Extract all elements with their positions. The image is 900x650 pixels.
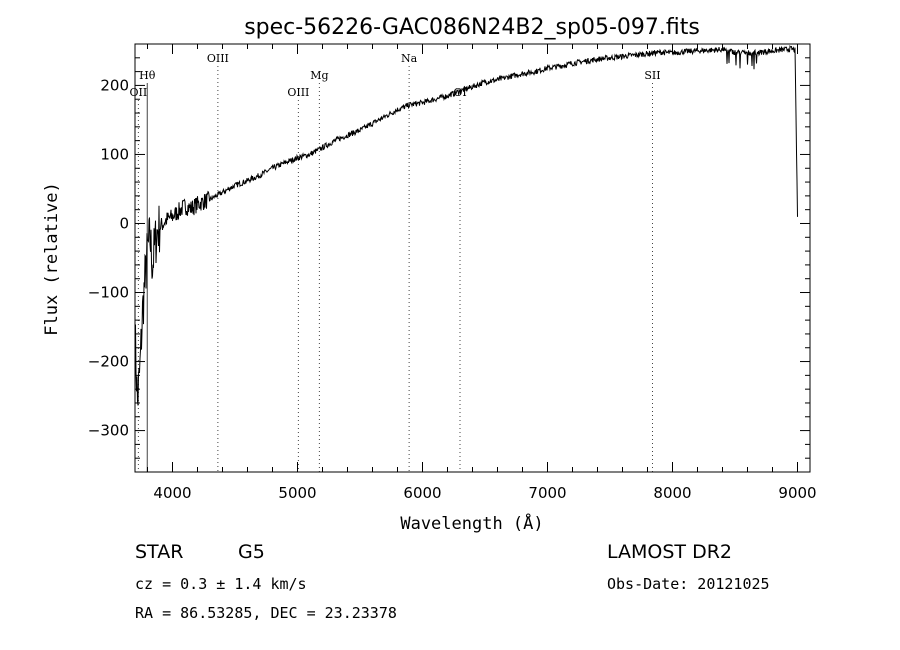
plot-frame bbox=[134, 43, 811, 473]
x-tick-label: 4000 bbox=[153, 484, 191, 502]
x-tick-label: 5000 bbox=[278, 484, 316, 502]
obs-date: Obs-Date: 20121025 bbox=[607, 575, 770, 593]
x-tick-label: 8000 bbox=[653, 484, 691, 502]
x-tick-label: 9000 bbox=[778, 484, 816, 502]
spectral-line-label: Hθ bbox=[139, 69, 156, 82]
spectral-line-label: Mg bbox=[310, 69, 328, 82]
spectral-line-label: OIII bbox=[207, 52, 229, 65]
spectrum-series-line bbox=[134, 44, 798, 406]
x-tick-label: 6000 bbox=[403, 484, 441, 502]
ra-dec-text: RA = 86.53285, DEC = 23.23378 bbox=[135, 604, 397, 622]
redshift-text: cz = 0.3 ± 1.4 km/s bbox=[135, 575, 307, 593]
chart-title: spec-56226-GAC086N24B2_sp05-097.fits bbox=[244, 15, 700, 40]
y-tick-label: 0 bbox=[119, 214, 129, 232]
y-axis-label: Flux (relative) bbox=[42, 182, 62, 336]
axis-ticks: 4000 5000 6000 7000 8000 9000 −300 −200 −100 0 100… bbox=[88, 44, 817, 502]
y-tick-label: 200 bbox=[100, 76, 129, 94]
spectral-line-label: OIII bbox=[287, 86, 309, 99]
spectral-line-label: Na bbox=[401, 52, 418, 65]
object-subclass: G5 bbox=[238, 541, 265, 563]
spectral-line-label: SII bbox=[644, 69, 660, 82]
y-tick-label: −300 bbox=[88, 422, 129, 440]
survey-label: LAMOST DR2 bbox=[607, 541, 732, 563]
y-tick-label: −200 bbox=[88, 353, 129, 371]
y-tick-label: 100 bbox=[100, 145, 129, 163]
object-type: STAR bbox=[135, 541, 184, 563]
y-tick-label: −100 bbox=[88, 284, 129, 302]
spectral-line-label: OII bbox=[130, 86, 148, 99]
x-tick-label: 7000 bbox=[528, 484, 566, 502]
x-axis-label: Wavelength (Å) bbox=[400, 512, 543, 534]
